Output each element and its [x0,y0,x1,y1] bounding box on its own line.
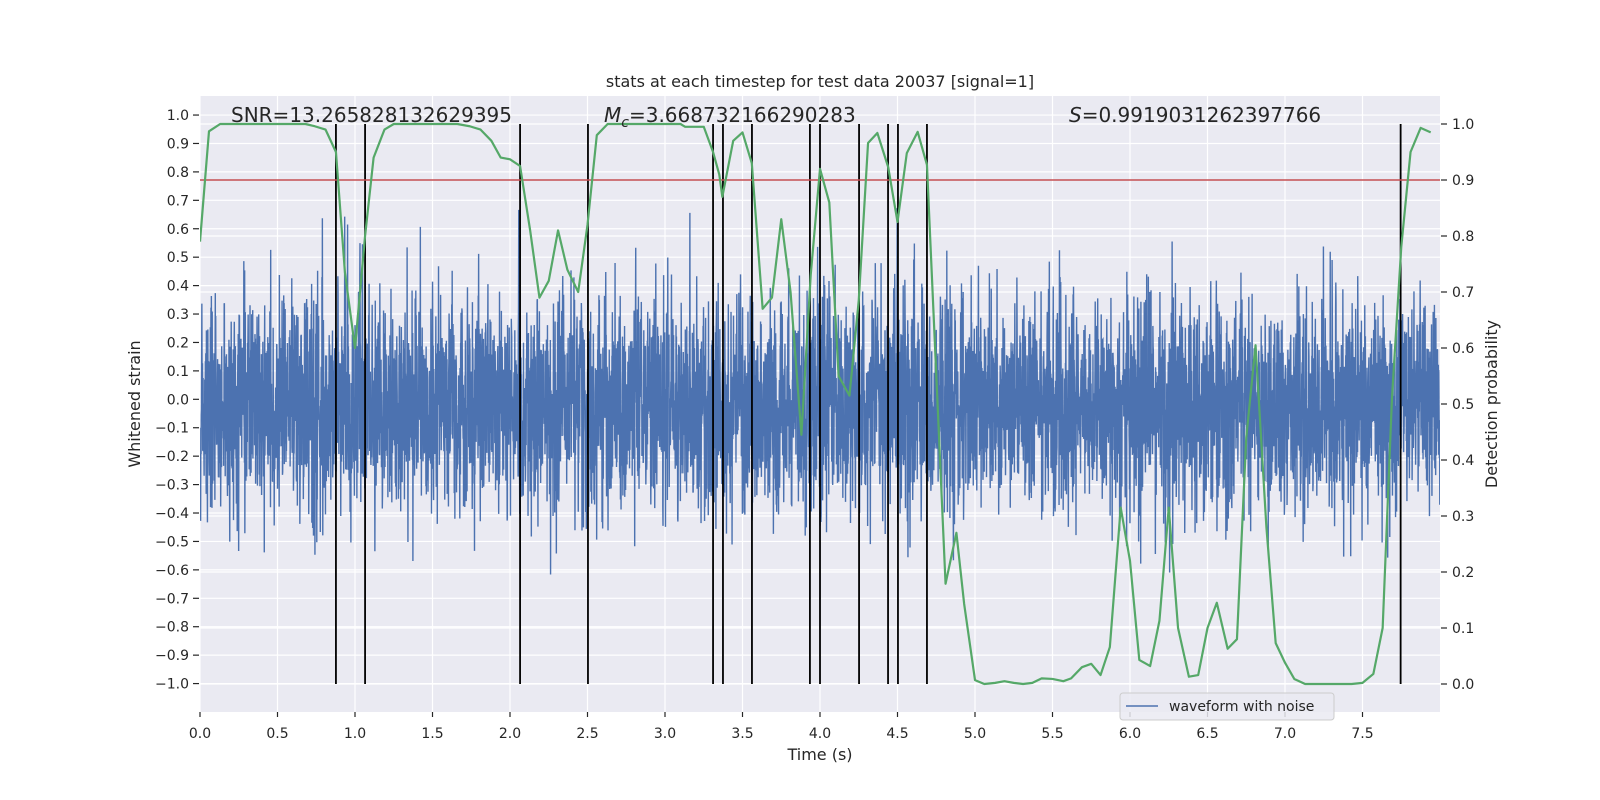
left-y-tick-label: 1.0 [167,108,189,124]
statistic-annotation: S=0.9919031262397766 [1069,103,1321,127]
right-y-tick-label: 0.4 [1452,453,1474,469]
legend-box [1119,692,1335,721]
x-tick-label: 0.0 [189,726,211,742]
x-tick-label: 4.0 [809,726,831,742]
right-y-tick-label: 0.5 [1452,397,1474,413]
left-y-axis-ticks: 1.0 0.9 0.8 0.7 0.6 0.5 0.4 0.3 0.2 0.1 0.0 −0.1 −0.… [155,108,199,693]
detection-probability-line [200,122,1432,686]
x-tick-label: 6.5 [1196,726,1218,742]
left-y-tick-label: −0.8 [155,620,189,636]
chirp-mass-subscript: c [621,115,629,131]
x-tick-label: 1.0 [344,726,366,742]
left-y-tick-label: 0.7 [167,193,189,209]
chirp-mass-annotation: Mc=3.668732166290283 [604,103,856,131]
x-tick-label: 0.5 [266,726,288,742]
left-y-tick-label: 0.6 [167,222,189,238]
right-y-tick-label: 0.3 [1452,509,1474,525]
legend: waveform with noise [1119,692,1335,721]
right-y-tick-label: 0.9 [1452,173,1474,189]
left-y-tick-label: 0.1 [167,364,189,380]
snr-label: SNR= [231,103,289,127]
x-tick-label: 2.5 [576,726,598,742]
left-y-tick-label: −0.2 [155,449,189,465]
x-tick-label: 7.5 [1351,726,1373,742]
left-y-tick-label: 0.5 [167,250,189,266]
x-tick-label: 4.5 [886,726,908,742]
left-y-tick-label: −0.6 [155,563,189,579]
left-y-axis-label: Whitened strain [125,340,144,467]
left-y-tick-label: 0.3 [167,307,189,323]
plot-contents [200,122,1440,686]
left-y-tick-label: −1.0 [155,677,189,693]
x-axis-label: Time (s) [786,745,852,764]
right-y-axis-ticks: 1.0 0.9 0.8 0.7 0.6 0.5 0.4 0.3 0.2 0.1 0.0 [1441,117,1474,693]
x-tick-label: 3.5 [731,726,753,742]
left-y-tick-label: −0.3 [155,478,189,494]
snr-annotation: SNR=13.265828132629395 [231,103,512,127]
left-y-tick-label: 0.9 [167,136,189,152]
right-y-axis-label: Detection probability [1482,320,1501,488]
right-y-tick-label: 0.2 [1452,565,1474,581]
statistic-value: =0.9919031262397766 [1082,103,1321,127]
x-tick-label: 1.5 [421,726,443,742]
chart-title: stats at each timestep for test data 200… [606,72,1034,91]
detection-vlines [335,124,1402,684]
right-y-tick-label: 0.8 [1452,229,1474,245]
right-y-tick-label: 0.0 [1452,677,1474,693]
left-y-tick-label: 0.0 [167,392,189,408]
left-y-tick-label: −0.1 [155,421,189,437]
right-y-tick-label: 1.0 [1452,117,1474,133]
left-y-tick-label: 0.4 [167,279,189,295]
statistic-symbol: S [1069,103,1082,127]
x-tick-label: 5.0 [964,726,986,742]
left-y-tick-label: −0.7 [155,591,189,607]
left-y-tick-label: −0.4 [155,506,189,522]
legend-label-waveform: waveform with noise [1169,699,1314,715]
snr-value: 13.265828132629395 [289,103,512,127]
x-tick-label: 7.0 [1274,726,1296,742]
chirp-mass-symbol: M [604,103,621,127]
x-axis-ticks: 0.0 0.5 1.0 1.5 2.0 2.5 3.0 3.5 4.0 4.5 5.0 5.5 6.0 6… [189,712,1374,742]
x-tick-label: 5.5 [1041,726,1063,742]
right-y-tick-label: 0.6 [1452,341,1474,357]
x-tick-label: 2.0 [499,726,521,742]
x-tick-label: 3.0 [654,726,676,742]
right-y-tick-label: 0.1 [1452,621,1474,637]
right-y-tick-label: 0.7 [1452,285,1474,301]
left-y-tick-label: 0.8 [167,165,189,181]
left-y-tick-label: 0.2 [167,335,189,351]
left-y-tick-label: −0.5 [155,534,189,550]
left-y-tick-label: −0.9 [155,648,189,664]
x-tick-label: 6.0 [1119,726,1141,742]
chirp-mass-value: =3.668732166290283 [629,103,856,127]
